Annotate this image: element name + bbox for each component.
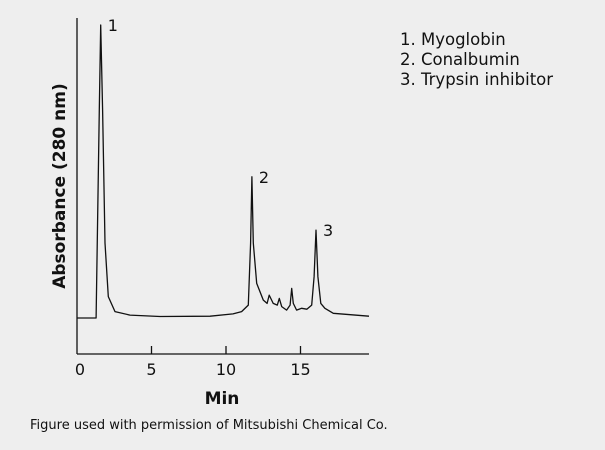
y-axis-title: Absorbance (280 nm) <box>50 83 70 289</box>
peak-label: 2 <box>259 168 269 187</box>
legend-entry: 2. Conalbumin <box>400 50 520 69</box>
x-tick-label: 5 <box>146 360 156 379</box>
figure-caption: Figure used with permission of Mitsubish… <box>30 418 388 433</box>
x-tick-label: 10 <box>216 360 236 379</box>
x-axis-title: Min <box>205 389 240 409</box>
legend-entry: 1. Myoglobin <box>400 30 506 49</box>
peak-label: 1 <box>108 16 118 35</box>
peak-label: 3 <box>323 221 333 240</box>
chromatogram-trace <box>77 24 370 319</box>
legend-entry: 3. Trypsin inhibitor <box>400 70 554 89</box>
x-tick-label: 15 <box>290 360 310 379</box>
legend: 1. Myoglobin 2. Conalbumin 3. Trypsin in… <box>400 30 553 90</box>
x-tick-label: 0 <box>75 360 85 379</box>
